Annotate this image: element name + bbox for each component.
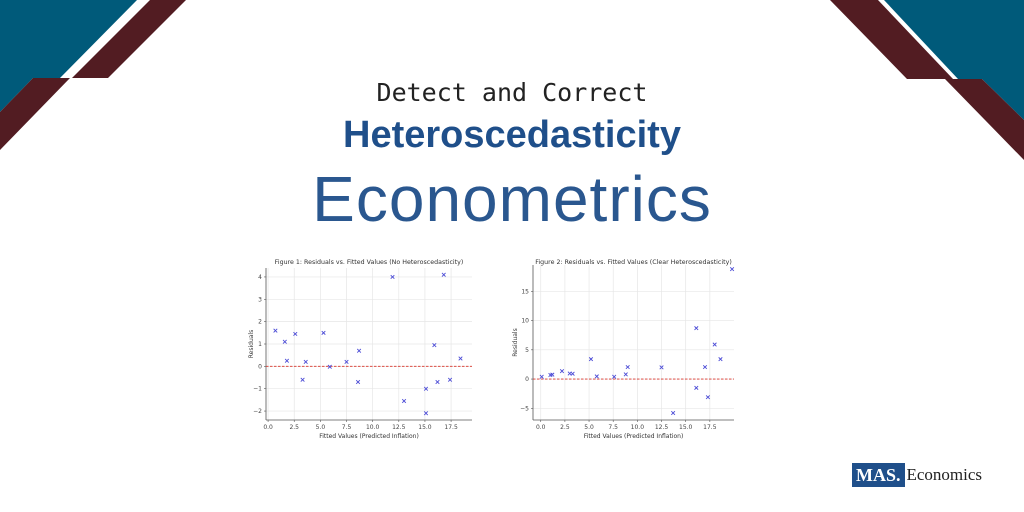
y-tick-label: 0 xyxy=(258,363,262,370)
page-title: Econometrics xyxy=(312,163,712,235)
data-point-marker xyxy=(321,330,326,335)
x-tick-label: 2.5 xyxy=(560,424,570,431)
subtitle-line: Detect and Correct xyxy=(376,78,648,107)
x-tick-label: 17.5 xyxy=(444,424,458,431)
chart-svg: Figure 1: Residuals vs. Fitted Values (N… xyxy=(248,259,472,440)
data-point-marker xyxy=(694,326,699,331)
data-point-marker xyxy=(356,348,362,353)
data-point-marker xyxy=(623,372,628,377)
data-point-marker xyxy=(659,365,664,370)
x-tick-label: 7.5 xyxy=(342,424,352,431)
data-point-marker xyxy=(447,377,453,382)
data-point-marker xyxy=(423,386,429,391)
x-tick-label: 12.5 xyxy=(655,424,669,431)
data-point-marker xyxy=(284,358,290,363)
data-point-marker xyxy=(625,364,630,370)
x-axis-label: Fitted Values (Predicted Inflation) xyxy=(319,433,419,440)
x-tick-label: 12.5 xyxy=(392,424,406,431)
data-point-marker xyxy=(718,357,723,362)
y-tick-label: 1 xyxy=(258,341,262,348)
x-tick-label: 5.0 xyxy=(584,424,594,431)
figure-2-residual-plot: Figure 2: Residuals vs. Fitted Values (C… xyxy=(505,255,740,440)
y-axis-label: Residuals xyxy=(512,328,519,356)
data-point-marker xyxy=(441,272,446,277)
x-tick-label: 15.0 xyxy=(679,424,693,431)
data-point-marker xyxy=(702,364,708,370)
data-point-marker xyxy=(300,377,305,382)
data-point-marker xyxy=(671,410,676,416)
y-tick-label: −1 xyxy=(253,386,262,393)
y-tick-label: 15 xyxy=(521,288,529,295)
data-point-marker xyxy=(293,331,298,337)
brand-logo[interactable]: MAS. Economics xyxy=(852,463,982,487)
y-tick-label: −5 xyxy=(520,405,529,412)
y-tick-label: 2 xyxy=(258,319,262,326)
x-axis-label: Fitted Values (Predicted Inflation) xyxy=(584,433,684,440)
data-point-marker xyxy=(327,364,332,369)
y-tick-label: 4 xyxy=(258,274,262,281)
data-point-marker xyxy=(594,374,599,379)
y-tick-label: 10 xyxy=(521,318,529,325)
data-point-marker xyxy=(423,411,429,416)
y-tick-label: −2 xyxy=(253,408,262,415)
x-tick-label: 15.0 xyxy=(418,424,432,431)
x-tick-label: 10.0 xyxy=(366,424,380,431)
data-point-marker xyxy=(401,398,407,404)
data-point-marker xyxy=(458,356,463,361)
figure-1-residual-plot: Figure 1: Residuals vs. Fitted Values (N… xyxy=(245,255,480,440)
chart-title: Figure 1: Residuals vs. Fitted Values (N… xyxy=(275,259,464,266)
y-tick-label: 3 xyxy=(258,296,262,303)
x-tick-label: 0.0 xyxy=(536,424,546,431)
data-point-marker xyxy=(712,342,717,347)
data-point-marker xyxy=(282,339,287,344)
data-point-marker xyxy=(432,342,437,348)
data-point-marker xyxy=(550,372,555,377)
data-point-marker xyxy=(273,328,278,333)
data-point-marker xyxy=(435,379,440,385)
x-tick-label: 2.5 xyxy=(289,424,299,431)
logo-text: Economics xyxy=(906,465,983,484)
data-point-marker xyxy=(588,357,594,362)
x-tick-label: 0.0 xyxy=(263,424,273,431)
chart-title: Figure 2: Residuals vs. Fitted Values (C… xyxy=(535,259,732,266)
data-point-marker xyxy=(390,274,395,280)
data-point-marker xyxy=(694,385,699,390)
topic-heading: Heteroscedasticity xyxy=(343,114,681,156)
chart-svg: Figure 2: Residuals vs. Fitted Values (C… xyxy=(512,259,735,440)
y-tick-label: 0 xyxy=(525,376,529,383)
data-point-marker xyxy=(559,369,565,374)
data-point-marker xyxy=(355,379,361,385)
data-point-marker xyxy=(705,395,711,400)
y-axis-label: Residuals xyxy=(248,330,255,358)
x-tick-label: 17.5 xyxy=(703,424,717,431)
logo-mark: MAS. xyxy=(852,463,905,487)
data-point-marker xyxy=(570,371,575,376)
data-point-marker xyxy=(612,374,617,379)
data-point-marker xyxy=(344,359,349,365)
x-tick-label: 7.5 xyxy=(608,424,618,431)
x-tick-label: 5.0 xyxy=(316,424,326,431)
data-point-marker xyxy=(539,374,544,379)
left-maroon-band-upper xyxy=(72,0,186,78)
y-tick-label: 5 xyxy=(525,347,529,354)
x-tick-label: 10.0 xyxy=(631,424,645,431)
data-point-marker xyxy=(729,266,735,272)
data-point-marker xyxy=(303,359,308,365)
right-maroon-band-upper xyxy=(830,0,953,79)
